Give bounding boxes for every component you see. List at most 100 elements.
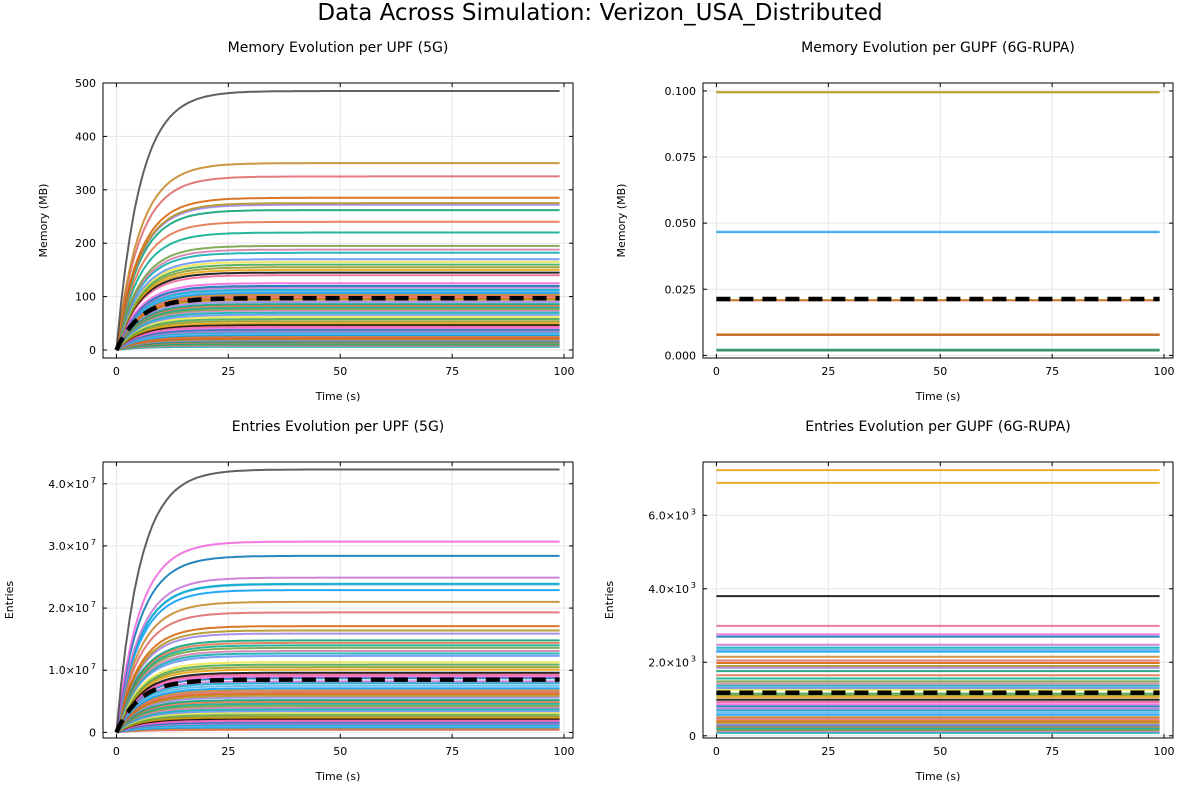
series-line-11 <box>115 629 560 733</box>
series-line-19 <box>115 274 560 351</box>
series-line-15 <box>115 263 560 351</box>
series-line-17 <box>115 268 560 351</box>
series-line-46 <box>115 715 560 734</box>
series-line-5 <box>115 582 560 733</box>
x-tick-label: 0 <box>713 745 720 758</box>
series-line-44 <box>115 712 560 734</box>
series-line-8 <box>115 220 560 351</box>
y-tick-label: 300 <box>75 184 96 197</box>
series-line-38 <box>115 700 560 734</box>
y-axis-label: Entries <box>3 581 16 620</box>
series-line-30 <box>115 684 560 733</box>
x-tick-label: 25 <box>821 365 835 378</box>
series-line-37 <box>115 699 560 734</box>
x-tick-label: 75 <box>1045 745 1059 758</box>
x-tick-label: 25 <box>821 745 835 758</box>
series-line-15 <box>115 644 560 733</box>
plot-frame <box>702 461 1174 739</box>
series-line-51 <box>115 336 560 351</box>
series-line-13 <box>115 258 560 351</box>
series-line-35 <box>115 309 560 351</box>
chart-title: Memory Evolution per UPF (5G) <box>228 40 449 56</box>
y-tick-label: 0.075 <box>665 151 697 164</box>
series-line-33 <box>115 306 560 351</box>
x-axis-label: Time (s) <box>915 770 961 783</box>
y-tick-label: 0 <box>689 730 696 743</box>
series-line-48 <box>115 717 560 734</box>
series-line-56 <box>116 341 560 351</box>
y-tick-label: 4.0×10 <box>48 478 89 491</box>
y-tick-label: 0 <box>89 344 96 357</box>
series-line-25 <box>115 291 560 351</box>
series-line-45 <box>115 328 560 351</box>
x-tick-label: 100 <box>554 745 575 758</box>
y-tick-exponent: 7 <box>91 662 96 671</box>
series-line-26 <box>115 293 560 351</box>
series-line-43 <box>115 325 560 351</box>
series-line-11 <box>115 248 560 351</box>
y-tick-label: 4.0×10 <box>648 583 689 596</box>
series-line-21 <box>115 284 560 351</box>
series-line-49 <box>115 719 560 734</box>
y-tick-label: 1.0×10 <box>48 664 89 677</box>
y-tick-label: 0 <box>89 726 96 739</box>
series-line-16 <box>115 266 560 351</box>
series-line-4 <box>115 576 560 733</box>
y-tick-label: 0.050 <box>665 217 697 230</box>
series-line-5 <box>115 202 560 351</box>
series-line-40 <box>115 320 560 351</box>
y-tick-label: 2.0×10 <box>48 602 89 615</box>
y-tick-exponent: 7 <box>91 538 96 547</box>
series-line-7 <box>115 209 560 351</box>
series-line-31 <box>115 687 560 733</box>
series-line-41 <box>115 706 560 734</box>
series-line-57 <box>116 728 560 734</box>
series-line-52 <box>116 722 560 734</box>
series-line-23 <box>115 668 560 733</box>
chart-panel-2: 0 25 50 75 100 0.000 0.025 0.050 0.075 0.100 Memor… <box>615 40 1175 403</box>
series-line-43 <box>115 710 560 734</box>
series-line-23 <box>115 288 560 351</box>
series-line-55 <box>116 726 560 734</box>
y-axis-label: Memory (MB) <box>615 184 628 258</box>
series-line-38 <box>115 315 560 351</box>
series-group <box>716 91 1160 352</box>
series-line-31 <box>115 303 560 351</box>
x-axis-label: Time (s) <box>315 770 361 783</box>
chart-title: Entries Evolution per UPF (5G) <box>232 419 445 435</box>
series-line-39 <box>115 318 560 351</box>
x-tick-label: 75 <box>445 365 459 378</box>
series-line-51 <box>116 721 560 734</box>
chart-panel-1: 0 25 50 75 100 0 100 200 300 400 500 Memory Evoluti… <box>37 40 575 403</box>
series-line-2 <box>115 162 560 351</box>
y-tick-label: 100 <box>75 291 96 304</box>
x-tick-label: 75 <box>1045 365 1059 378</box>
series-line-42 <box>115 323 560 351</box>
series-line-44 <box>115 327 560 351</box>
chart-title: Memory Evolution per GUPF (6G-RUPA) <box>801 40 1075 56</box>
series-line-36 <box>115 311 560 351</box>
series-line-34 <box>115 692 560 733</box>
series-line-48 <box>115 333 560 351</box>
series-line-46 <box>115 330 560 351</box>
series-line-22 <box>115 666 560 733</box>
series-line-13 <box>115 639 560 733</box>
series-line-37 <box>115 313 560 351</box>
mean-line <box>114 295 560 351</box>
x-tick-label: 50 <box>333 745 347 758</box>
x-tick-label: 50 <box>933 365 947 378</box>
y-tick-label: 500 <box>75 77 96 90</box>
series-group <box>114 90 560 351</box>
series-line-14 <box>115 260 560 351</box>
series-line-26 <box>115 675 560 733</box>
series-line-45 <box>115 713 560 734</box>
y-tick-exponent: 7 <box>91 600 96 609</box>
series-line-20 <box>115 661 560 733</box>
y-tick-label: 6.0×10 <box>648 509 689 522</box>
series-group <box>114 468 560 734</box>
x-axis-label: Time (s) <box>915 390 961 403</box>
series-line-54 <box>116 725 560 734</box>
series-line-24 <box>115 290 560 351</box>
